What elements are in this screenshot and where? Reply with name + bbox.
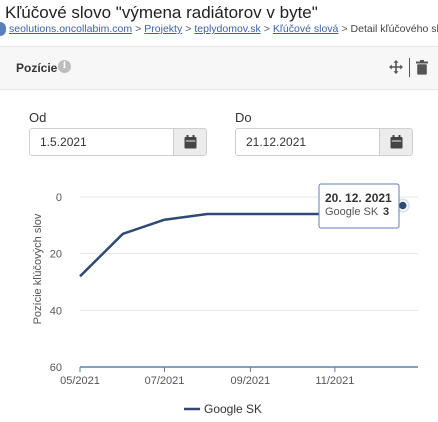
from-date-label: Od: [29, 110, 47, 125]
breadcrumb-link-keywords[interactable]: Kľúčové slová: [272, 23, 339, 35]
y-axis-label: Pozície kľúčových slov: [32, 213, 44, 324]
x-tick-label: 11/2021: [315, 375, 354, 387]
to-date-label: Do: [235, 110, 252, 125]
from-calendar-button[interactable]: [173, 128, 207, 156]
tooltip-series: Google SK: [325, 206, 379, 218]
breadcrumb-separator: >: [263, 23, 270, 35]
move-icon[interactable]: [388, 59, 404, 75]
x-tick-label: 05/2021: [60, 375, 100, 387]
y-tick-label: 60: [50, 362, 62, 374]
calendar-icon: [184, 135, 196, 149]
tooltip-value: 3: [383, 206, 389, 218]
x-tick-label: 07/2021: [145, 375, 185, 387]
breadcrumb-separator: >: [185, 23, 192, 35]
breadcrumb-link-projects[interactable]: Projekty: [144, 23, 183, 35]
breadcrumb-separator: >: [135, 23, 142, 35]
tooltip-box: [318, 183, 400, 229]
breadcrumb-separator: >: [341, 23, 348, 35]
info-icon[interactable]: i: [58, 60, 71, 73]
y-tick-label: 20: [50, 249, 62, 261]
calendar-icon: [390, 135, 402, 149]
from-date-input[interactable]: 1.5.2021: [29, 128, 175, 156]
to-calendar-button[interactable]: [379, 128, 413, 156]
breadcrumb: seolutions.oncollabim.com > Projekty > t…: [0, 22, 438, 36]
x-tick-label: 09/2021: [231, 375, 271, 387]
header-divider: [409, 58, 410, 77]
to-date-input[interactable]: 21.12.2021: [235, 128, 381, 156]
data-point-highlighted: [397, 200, 409, 211]
card-title: Pozície: [16, 61, 58, 75]
breadcrumb-current: Detail kľúčového slova: [350, 23, 438, 35]
breadcrumb-marker: [0, 22, 6, 36]
breadcrumb-link-project[interactable]: teplydomov.sk: [194, 23, 261, 35]
legend-label-google-sk: Google SK: [204, 402, 262, 416]
y-tick-label: 40: [50, 305, 62, 317]
tooltip-date: 20. 12. 2021: [325, 191, 392, 205]
breadcrumb-link-domain[interactable]: seolutions.oncollabim.com: [9, 23, 133, 35]
y-tick-label: 0: [56, 192, 62, 204]
page-title: Kľúčové slovo "výmena radiátorov v byte": [5, 3, 318, 22]
card-header: Pozície i: [0, 46, 438, 90]
trash-icon[interactable]: [415, 60, 429, 75]
